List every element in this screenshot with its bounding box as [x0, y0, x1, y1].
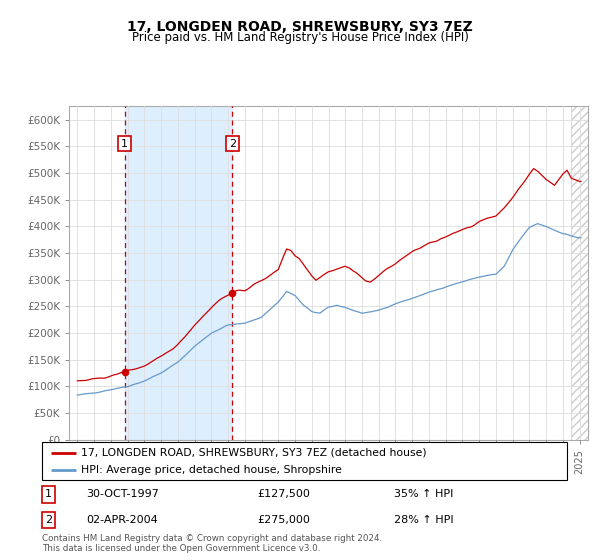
Text: 2: 2: [45, 515, 52, 525]
Text: 17, LONGDEN ROAD, SHREWSBURY, SY3 7EZ: 17, LONGDEN ROAD, SHREWSBURY, SY3 7EZ: [127, 20, 473, 34]
Point: [120, 367, 130, 376]
Text: This data is licensed under the Open Government Licence v3.0.: This data is licensed under the Open Gov…: [42, 544, 320, 553]
Text: 1: 1: [121, 139, 128, 149]
Text: £275,000: £275,000: [257, 515, 310, 525]
Text: Price paid vs. HM Land Registry's House Price Index (HPI): Price paid vs. HM Land Registry's House …: [131, 31, 469, 44]
Bar: [571, 106, 588, 440]
Text: Contains HM Land Registry data © Crown copyright and database right 2024.: Contains HM Land Registry data © Crown c…: [42, 534, 382, 543]
Text: 2: 2: [229, 139, 236, 149]
Bar: [125, 106, 232, 440]
Text: 30-OCT-1997: 30-OCT-1997: [86, 489, 160, 500]
Text: 35% ↑ HPI: 35% ↑ HPI: [394, 489, 453, 500]
Text: 1: 1: [45, 489, 52, 500]
Text: 17, LONGDEN ROAD, SHREWSBURY, SY3 7EZ (detached house): 17, LONGDEN ROAD, SHREWSBURY, SY3 7EZ (d…: [82, 447, 427, 458]
FancyBboxPatch shape: [42, 442, 567, 480]
Text: £127,500: £127,500: [257, 489, 310, 500]
Text: HPI: Average price, detached house, Shropshire: HPI: Average price, detached house, Shro…: [82, 465, 342, 475]
Text: 28% ↑ HPI: 28% ↑ HPI: [394, 515, 454, 525]
Text: 02-APR-2004: 02-APR-2004: [86, 515, 158, 525]
Point: [227, 288, 237, 297]
